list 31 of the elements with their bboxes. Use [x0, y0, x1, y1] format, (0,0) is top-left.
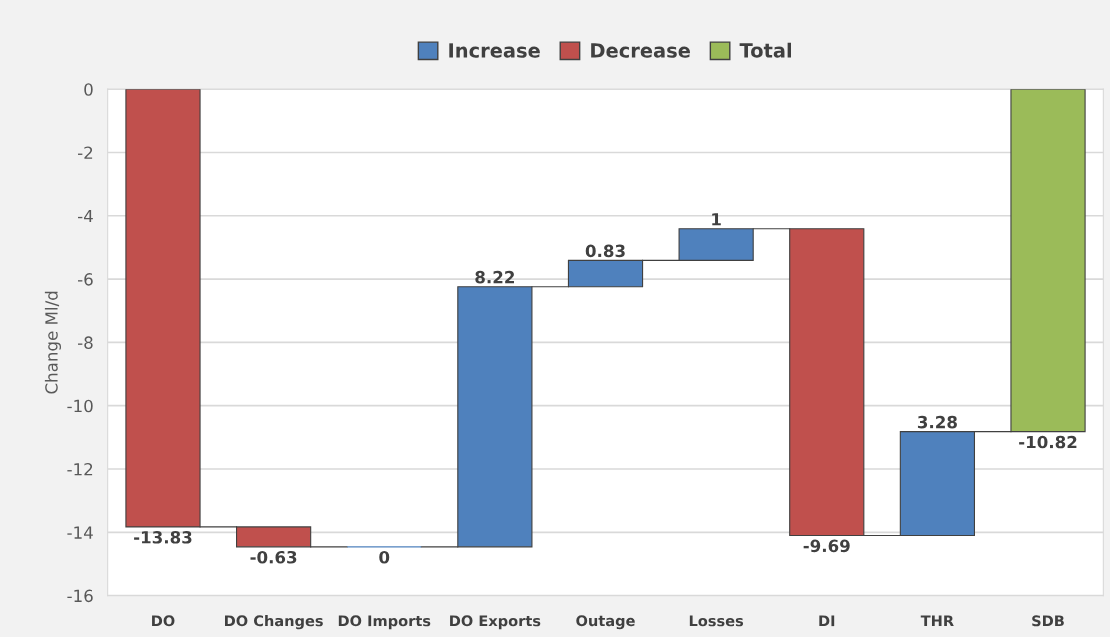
y-tick-label: -12: [67, 462, 93, 476]
data-label: 0: [379, 550, 390, 564]
x-tick-label: Outage: [576, 615, 635, 630]
x-tick-label: DO Imports: [338, 615, 431, 630]
x-tick-label: DO Exports: [450, 615, 541, 630]
x-tick-label: DO Changes: [225, 615, 323, 630]
data-label: 0.83: [585, 244, 625, 258]
data-label: 1: [712, 213, 721, 226]
y-tick-label: -14: [67, 526, 93, 539]
y-tick-label: -4: [77, 209, 93, 223]
y-tick-label: -10: [67, 399, 93, 413]
legend-label: Increase: [449, 43, 540, 58]
x-tick-label: THR: [920, 615, 954, 627]
x-tick-label: Losses: [689, 615, 744, 627]
legend-label: Total: [739, 42, 792, 58]
x-tick-label: SDB: [1032, 615, 1064, 627]
data-label: -13.83: [134, 531, 192, 544]
data-label: -9.69: [803, 539, 850, 553]
y-axis-title: Change Ml/d: [44, 291, 61, 394]
legend-label: Decrease: [591, 43, 690, 58]
x-tick-label: DI: [819, 615, 835, 627]
data-label: 8.22: [475, 270, 514, 284]
y-tick-label: -2: [77, 146, 93, 159]
data-label: 3.28: [917, 415, 957, 429]
x-tick-label: DO: [152, 615, 175, 627]
y-tick-label: -8: [77, 336, 93, 349]
y-tick-label: -16: [67, 589, 93, 603]
data-label: -0.63: [250, 550, 297, 564]
data-label: -10.82: [1019, 435, 1077, 449]
y-tick-label: -6: [77, 273, 93, 286]
y-tick-label: 0: [84, 83, 93, 96]
